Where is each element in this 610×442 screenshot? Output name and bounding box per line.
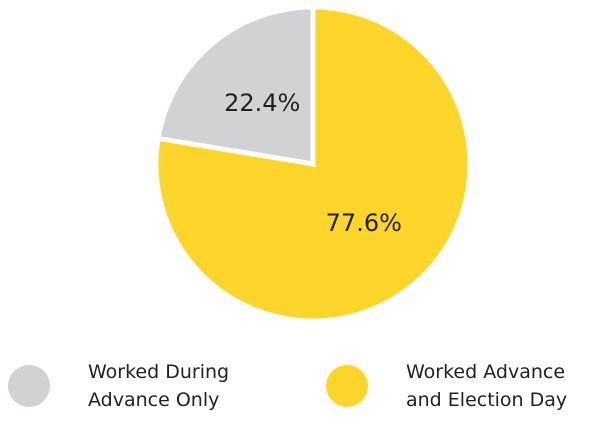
legend-label: Worked Advance and Election Day bbox=[406, 361, 568, 411]
slice-label: 77.6% bbox=[326, 209, 402, 237]
chart: 22.4% 77.6% bbox=[153, 4, 473, 324]
legend-item: Worked Advance and Election Day bbox=[326, 358, 596, 414]
legend-item: Worked During Advance Only bbox=[8, 358, 263, 414]
legend: Worked During Advance Only Worked Advance… bbox=[0, 358, 610, 442]
legend-label: Worked During Advance Only bbox=[88, 361, 230, 411]
pie-slice bbox=[153, 4, 473, 324]
legend-swatch bbox=[8, 365, 50, 407]
legend-swatch bbox=[326, 365, 368, 407]
pie-slice bbox=[155, 4, 316, 167]
slice-label: 22.4% bbox=[224, 89, 300, 117]
